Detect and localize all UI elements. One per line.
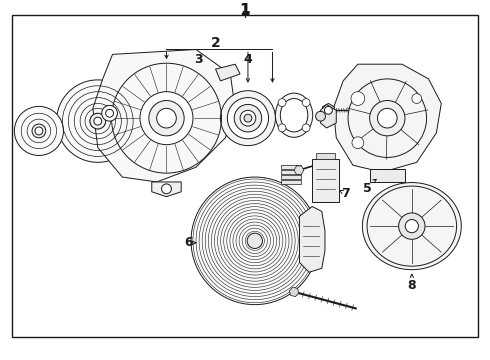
Circle shape (32, 124, 46, 138)
Bar (281, 165, 301, 169)
Text: 7: 7 (341, 187, 349, 200)
Circle shape (302, 124, 310, 132)
Circle shape (162, 184, 172, 194)
Circle shape (405, 220, 418, 233)
Circle shape (56, 80, 139, 162)
Circle shape (14, 107, 63, 156)
Bar (281, 180, 301, 184)
Text: 2: 2 (211, 36, 220, 50)
Circle shape (140, 92, 193, 145)
Polygon shape (216, 64, 240, 81)
Circle shape (324, 107, 332, 114)
Text: 5: 5 (363, 182, 372, 195)
Circle shape (227, 98, 269, 139)
Ellipse shape (275, 93, 313, 137)
Ellipse shape (363, 183, 461, 270)
Polygon shape (312, 159, 339, 202)
Polygon shape (322, 103, 334, 117)
Ellipse shape (280, 99, 308, 132)
Circle shape (220, 91, 275, 146)
Circle shape (399, 213, 425, 239)
Circle shape (351, 92, 365, 105)
Text: 4: 4 (244, 53, 252, 66)
Circle shape (278, 124, 286, 132)
Text: 1: 1 (240, 2, 250, 16)
Circle shape (377, 108, 397, 128)
Polygon shape (320, 104, 336, 128)
Circle shape (157, 108, 176, 128)
Polygon shape (294, 166, 304, 175)
Circle shape (90, 113, 106, 129)
Polygon shape (299, 207, 325, 272)
Text: 3: 3 (195, 53, 203, 66)
Circle shape (369, 100, 405, 136)
Circle shape (352, 137, 364, 149)
Circle shape (316, 111, 325, 121)
Bar (281, 175, 301, 179)
Circle shape (247, 233, 263, 248)
Circle shape (94, 117, 102, 125)
Polygon shape (289, 287, 299, 297)
Circle shape (412, 94, 422, 103)
Circle shape (240, 110, 256, 126)
Text: 8: 8 (408, 279, 416, 292)
Polygon shape (93, 49, 235, 182)
Circle shape (191, 177, 318, 305)
Circle shape (244, 114, 252, 122)
Polygon shape (369, 169, 405, 182)
Polygon shape (333, 64, 441, 172)
Circle shape (102, 105, 118, 121)
Circle shape (278, 99, 286, 107)
Circle shape (234, 104, 262, 132)
Polygon shape (316, 153, 335, 159)
Circle shape (149, 100, 184, 136)
Circle shape (302, 99, 310, 107)
Polygon shape (152, 182, 181, 197)
Text: 6: 6 (185, 236, 194, 249)
Text: 1: 1 (240, 3, 250, 18)
Circle shape (35, 127, 43, 135)
Bar (281, 170, 301, 174)
